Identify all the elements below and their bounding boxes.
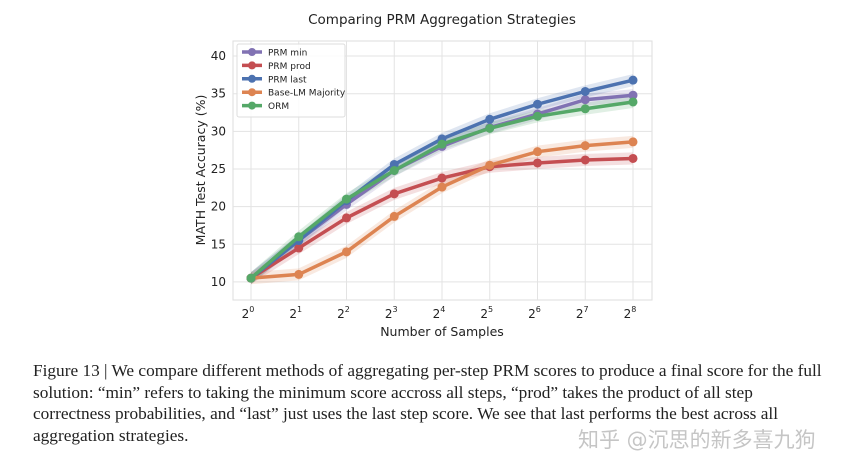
data-point xyxy=(389,189,399,199)
data-point xyxy=(342,247,351,257)
data-point xyxy=(628,90,638,100)
data-point xyxy=(628,75,638,85)
data-point xyxy=(342,194,351,204)
data-point xyxy=(294,232,304,242)
data-point xyxy=(533,158,542,168)
data-point xyxy=(246,273,256,283)
legend-marker xyxy=(248,48,256,56)
data-point xyxy=(533,111,542,121)
legend-box xyxy=(236,43,346,118)
data-point xyxy=(485,114,495,124)
legend-marker xyxy=(248,74,256,83)
data-point xyxy=(437,173,447,183)
x-tick-label: 25 xyxy=(480,305,493,321)
data-point xyxy=(294,243,304,253)
legend-label: PRM prod xyxy=(268,62,311,72)
legend-marker xyxy=(248,88,256,97)
x-axis-label: Number of Samples xyxy=(380,324,504,339)
x-tick-label: 24 xyxy=(433,305,446,321)
y-tick-label: 20 xyxy=(211,200,226,214)
x-tick-label: 27 xyxy=(576,305,589,321)
legend-label: ORM xyxy=(268,102,289,112)
chart: Comparing PRM Aggregation Strategies 20 2… xyxy=(193,12,653,339)
y-axis-label: MATH Test Accuracy (%) xyxy=(193,95,208,246)
y-tick-label: 25 xyxy=(211,162,226,176)
data-point xyxy=(533,99,542,109)
x-tick-label: 23 xyxy=(385,305,398,321)
legend-label: PRM last xyxy=(268,75,307,85)
data-point xyxy=(628,153,638,163)
data-point xyxy=(533,147,542,157)
y-tick-label: 15 xyxy=(211,237,226,251)
legend-marker xyxy=(248,101,256,110)
confidence-band xyxy=(251,74,633,285)
chart-title: Comparing PRM Aggregation Strategies xyxy=(308,12,576,28)
data-point xyxy=(485,123,495,133)
y-tick-label: 40 xyxy=(211,49,226,63)
data-point xyxy=(437,139,447,149)
data-point xyxy=(628,97,638,107)
data-point xyxy=(628,137,638,147)
data-point xyxy=(437,182,447,192)
x-tick-label: 20 xyxy=(242,305,255,321)
watermark: 知乎 @沉思的新多喜九狗 xyxy=(578,428,816,452)
data-point xyxy=(580,141,590,151)
figure-caption: Figure 13 | We compare different methods… xyxy=(33,361,822,445)
legend-marker xyxy=(248,61,256,70)
data-point xyxy=(580,155,590,165)
y-tick-label: 10 xyxy=(211,275,226,289)
x-tick-label: 28 xyxy=(624,305,637,321)
confidence-band xyxy=(251,135,633,285)
data-point xyxy=(485,160,495,170)
data-point xyxy=(580,95,590,105)
data-point xyxy=(389,166,399,175)
y-tick-label: 30 xyxy=(211,124,226,138)
x-tick-label: 22 xyxy=(337,305,350,321)
x-tick-label: 26 xyxy=(528,305,541,321)
data-point xyxy=(389,211,399,221)
x-tick-label: 21 xyxy=(289,305,302,321)
legend-label: PRM min xyxy=(268,49,307,59)
legend-label: Base-LM Majority xyxy=(268,89,346,99)
data-point xyxy=(580,104,590,114)
data-point xyxy=(294,269,304,279)
y-tick-label: 35 xyxy=(211,87,226,101)
data-point xyxy=(580,86,590,96)
data-point xyxy=(342,213,351,223)
